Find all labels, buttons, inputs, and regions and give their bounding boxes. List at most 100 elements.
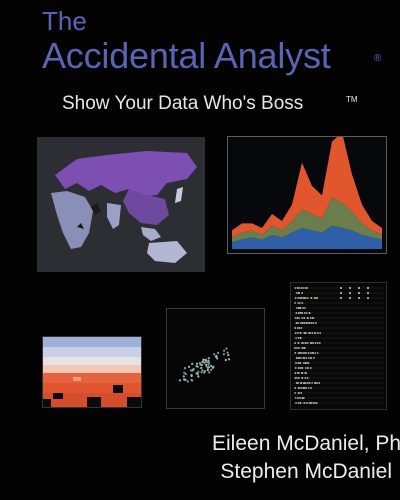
dot-mark [307,387,310,389]
scatter-point [208,371,211,374]
stacked-area-illustration [227,136,387,254]
scatter-point [202,358,205,361]
area-band-green [232,197,382,242]
dot-mark [296,377,298,379]
dot-mark [310,402,313,404]
scatter-point [223,349,226,352]
dot-mark [314,332,317,334]
scatter-illustration [166,308,265,409]
dot-mark [304,297,307,299]
scatter-point [195,362,199,365]
dot-mark [302,287,305,289]
dot-mark [301,372,304,374]
dot-mark [294,327,297,329]
scatter-point [198,362,201,365]
dot-mark [300,382,303,384]
scatter-point [226,351,229,354]
dot-mark [298,377,300,379]
dot-mark [299,297,301,299]
dot-mark [295,337,297,339]
dot-mark [302,307,304,309]
scatter-point [207,357,210,360]
dot-mark [296,327,299,329]
dot-mark [303,322,306,324]
dot-mark [294,377,297,379]
dot-mark [294,387,297,389]
dot-mark [298,327,301,329]
dot-mark [310,357,313,359]
dot-mark [304,312,306,314]
dot-mark [298,347,300,349]
dot-mark [295,292,298,294]
scatter-point [210,368,213,371]
dot-mark [305,357,308,359]
dot-mark [302,322,304,324]
dot-mark [299,362,302,364]
dot-mark [316,352,319,354]
dot-mark [301,292,303,294]
dot-mark [309,367,312,369]
dot-mark [298,292,300,294]
scatter-point [191,362,194,365]
dot-mark [301,367,304,369]
dot-mark [299,397,301,399]
dot-mark [297,312,300,314]
author-2: Stephen McDaniel [220,460,392,483]
scatter-point [225,347,228,350]
dot-mark [310,342,313,344]
dot-mark [318,342,321,344]
dot-mark [303,387,306,389]
dot-mark [303,347,306,349]
scatter-point [187,365,191,368]
scatter-point [183,378,186,381]
scatter-point [183,371,186,374]
dot-mark [319,332,322,334]
dot-mark [295,312,298,314]
scatter-point [200,371,203,374]
dot-mark [306,362,308,364]
dot-mark [307,382,309,384]
dot-mark [314,342,317,344]
scatter-point [227,358,231,361]
scatter-point [210,364,213,367]
dot-mark [294,332,297,334]
dot-mark [358,292,360,294]
dot-mark [358,287,360,289]
scatter-point [206,367,210,370]
dot-mark [309,317,312,319]
dot-mark [358,297,360,299]
dot-mark [295,402,297,404]
dot-mark [297,352,300,354]
dot-mark [317,332,319,334]
dot-mark [307,352,310,354]
dot-mark [312,352,314,354]
dot-mark [294,347,296,349]
scatter-point [203,371,206,374]
dot-mark [300,392,303,394]
scatter-point [197,375,200,378]
dot-mark [305,312,308,314]
dot-mark [349,292,351,294]
area-band-red [232,137,382,238]
dot-mark [367,287,369,289]
scatter-point [201,361,204,364]
scatter-point [183,367,187,370]
dot-mark [296,307,298,309]
dot-mark [299,402,302,404]
dot-mark [318,382,321,384]
dot-mark [294,317,297,319]
dot-mark [312,402,315,404]
dot-mark [303,402,306,404]
dot-mark [300,287,303,289]
dot-mark [367,292,369,294]
dot-mark [314,352,317,354]
scatter-point [184,372,187,376]
dot-mark [299,337,302,339]
dot-mark [297,302,300,304]
dot-mark [294,372,297,374]
dot-mark [294,367,297,369]
dot-mark [340,297,342,299]
scatter-point [208,361,211,364]
scatter-point [224,358,227,362]
